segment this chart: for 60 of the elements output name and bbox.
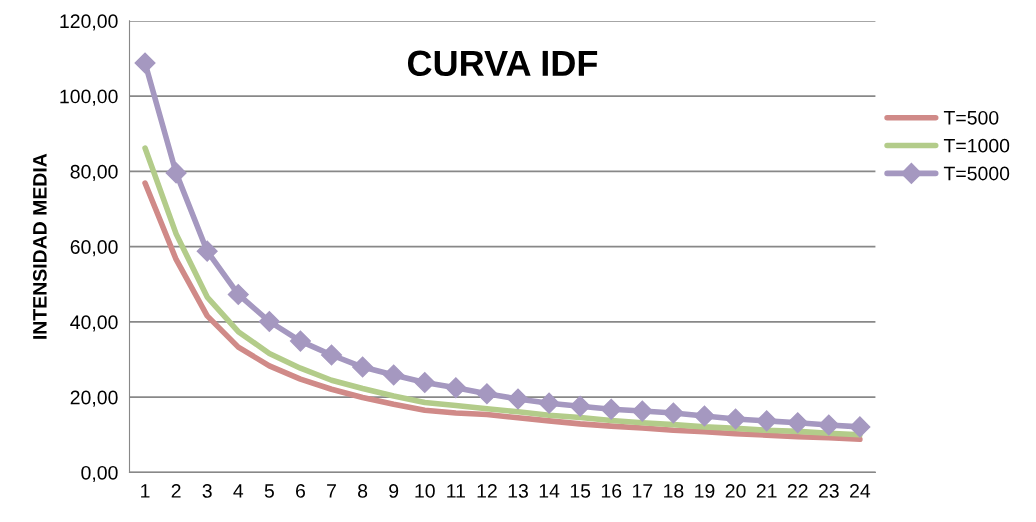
point xyxy=(289,330,311,352)
point xyxy=(352,356,374,378)
x-tick-label: 24 xyxy=(850,484,871,498)
y-tick-label: 60,00 xyxy=(70,240,118,257)
y-tick-label: 120,00 xyxy=(60,14,118,31)
point xyxy=(414,371,436,393)
point xyxy=(631,400,653,422)
point xyxy=(196,240,218,262)
x-tick-label: 8 xyxy=(358,484,368,498)
legend-label: T=500 xyxy=(943,110,999,125)
point xyxy=(818,414,840,436)
x-tick-label: 18 xyxy=(664,484,684,498)
y-tick-label: 0,00 xyxy=(81,465,118,482)
point xyxy=(787,412,809,434)
x-tick-label: 13 xyxy=(508,484,528,498)
point xyxy=(662,402,684,424)
x-tick-label: 6 xyxy=(296,484,305,498)
x-tick-label: 10 xyxy=(415,484,435,498)
x-tick-label: 20 xyxy=(725,484,746,498)
point xyxy=(693,405,715,427)
point xyxy=(321,344,343,366)
y-tick-label: 40,00 xyxy=(70,315,118,332)
x-tick-label: 5 xyxy=(264,484,274,498)
point xyxy=(134,52,156,74)
point xyxy=(507,388,529,410)
point xyxy=(725,408,747,430)
point xyxy=(227,283,249,305)
point xyxy=(383,364,405,386)
y-tick-label: 80,00 xyxy=(70,164,118,181)
x-tick-label: 11 xyxy=(447,484,465,498)
x-tick-label: 17 xyxy=(632,484,653,498)
x-tick-label: 4 xyxy=(233,484,244,498)
x-tick-label: 21 xyxy=(756,484,777,498)
x-tick-label: 9 xyxy=(389,484,399,498)
point xyxy=(258,311,280,333)
text: CURVA IDF xyxy=(407,50,598,77)
legend-label: T=1000 xyxy=(943,138,1010,153)
x-tick-label: 12 xyxy=(477,484,497,498)
x-tick-label: 19 xyxy=(695,484,715,498)
x-tick-label: 2 xyxy=(171,484,181,498)
point xyxy=(165,162,187,184)
x-tick-label: 23 xyxy=(818,484,839,498)
point xyxy=(600,398,622,420)
x-tick-label: 7 xyxy=(327,484,336,498)
point xyxy=(849,416,871,438)
point xyxy=(476,383,498,405)
point xyxy=(569,395,591,417)
point xyxy=(538,392,560,414)
x-tick-label: 1 xyxy=(141,484,150,498)
x-tick-label: 14 xyxy=(539,484,560,498)
y-axis-title: INTENSIDAD MEDIA xyxy=(32,153,47,339)
point xyxy=(445,377,467,399)
y-tick-label: 100,00 xyxy=(60,89,118,106)
point xyxy=(756,410,778,432)
x-tick-label: 16 xyxy=(601,484,622,498)
x-tick-label: 3 xyxy=(202,484,212,498)
y-tick-label: 20,00 xyxy=(70,390,118,407)
x-tick-label: 22 xyxy=(787,484,808,498)
x-tick-label: 15 xyxy=(570,484,591,498)
legend-label: T=5000 xyxy=(943,166,1010,181)
